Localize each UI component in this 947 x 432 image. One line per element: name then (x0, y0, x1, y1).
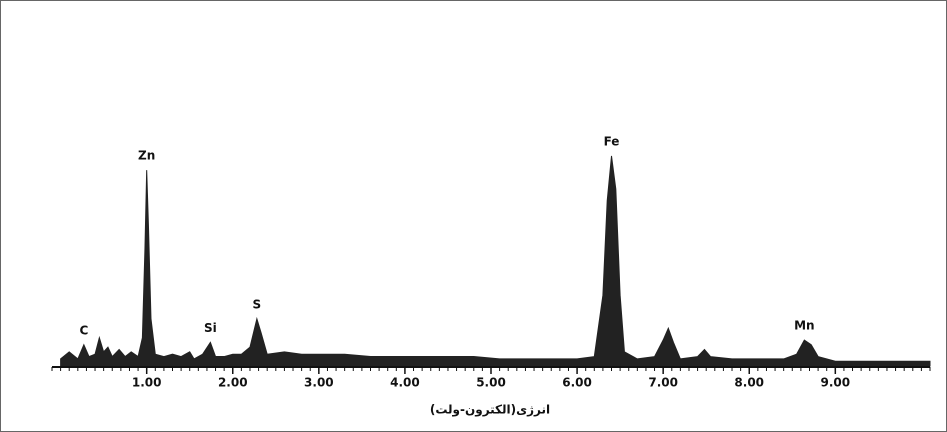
peak-label: Mn (794, 319, 814, 333)
x-tick-label: 7.00 (648, 376, 678, 390)
peak-label: Fe (604, 134, 620, 148)
x-tick-label: 5.00 (476, 376, 506, 390)
x-tick-label: 6.00 (562, 376, 592, 390)
x-tick-label: 4.00 (390, 376, 420, 390)
x-tick-label: 9.00 (821, 376, 851, 390)
x-tick-label: 1.00 (132, 376, 162, 390)
x-tick-label: 8.00 (734, 376, 764, 390)
peak-label: C (79, 323, 88, 337)
peak-label: Si (204, 321, 217, 335)
x-tick-label: 2.00 (218, 376, 248, 390)
spectrum-area (60, 155, 931, 367)
peak-label: S (253, 297, 262, 311)
peak-label: Zn (138, 149, 155, 163)
x-axis-label: انرژی(الکترون-ولت) (430, 403, 550, 418)
x-tick-label: 3.00 (304, 376, 334, 390)
